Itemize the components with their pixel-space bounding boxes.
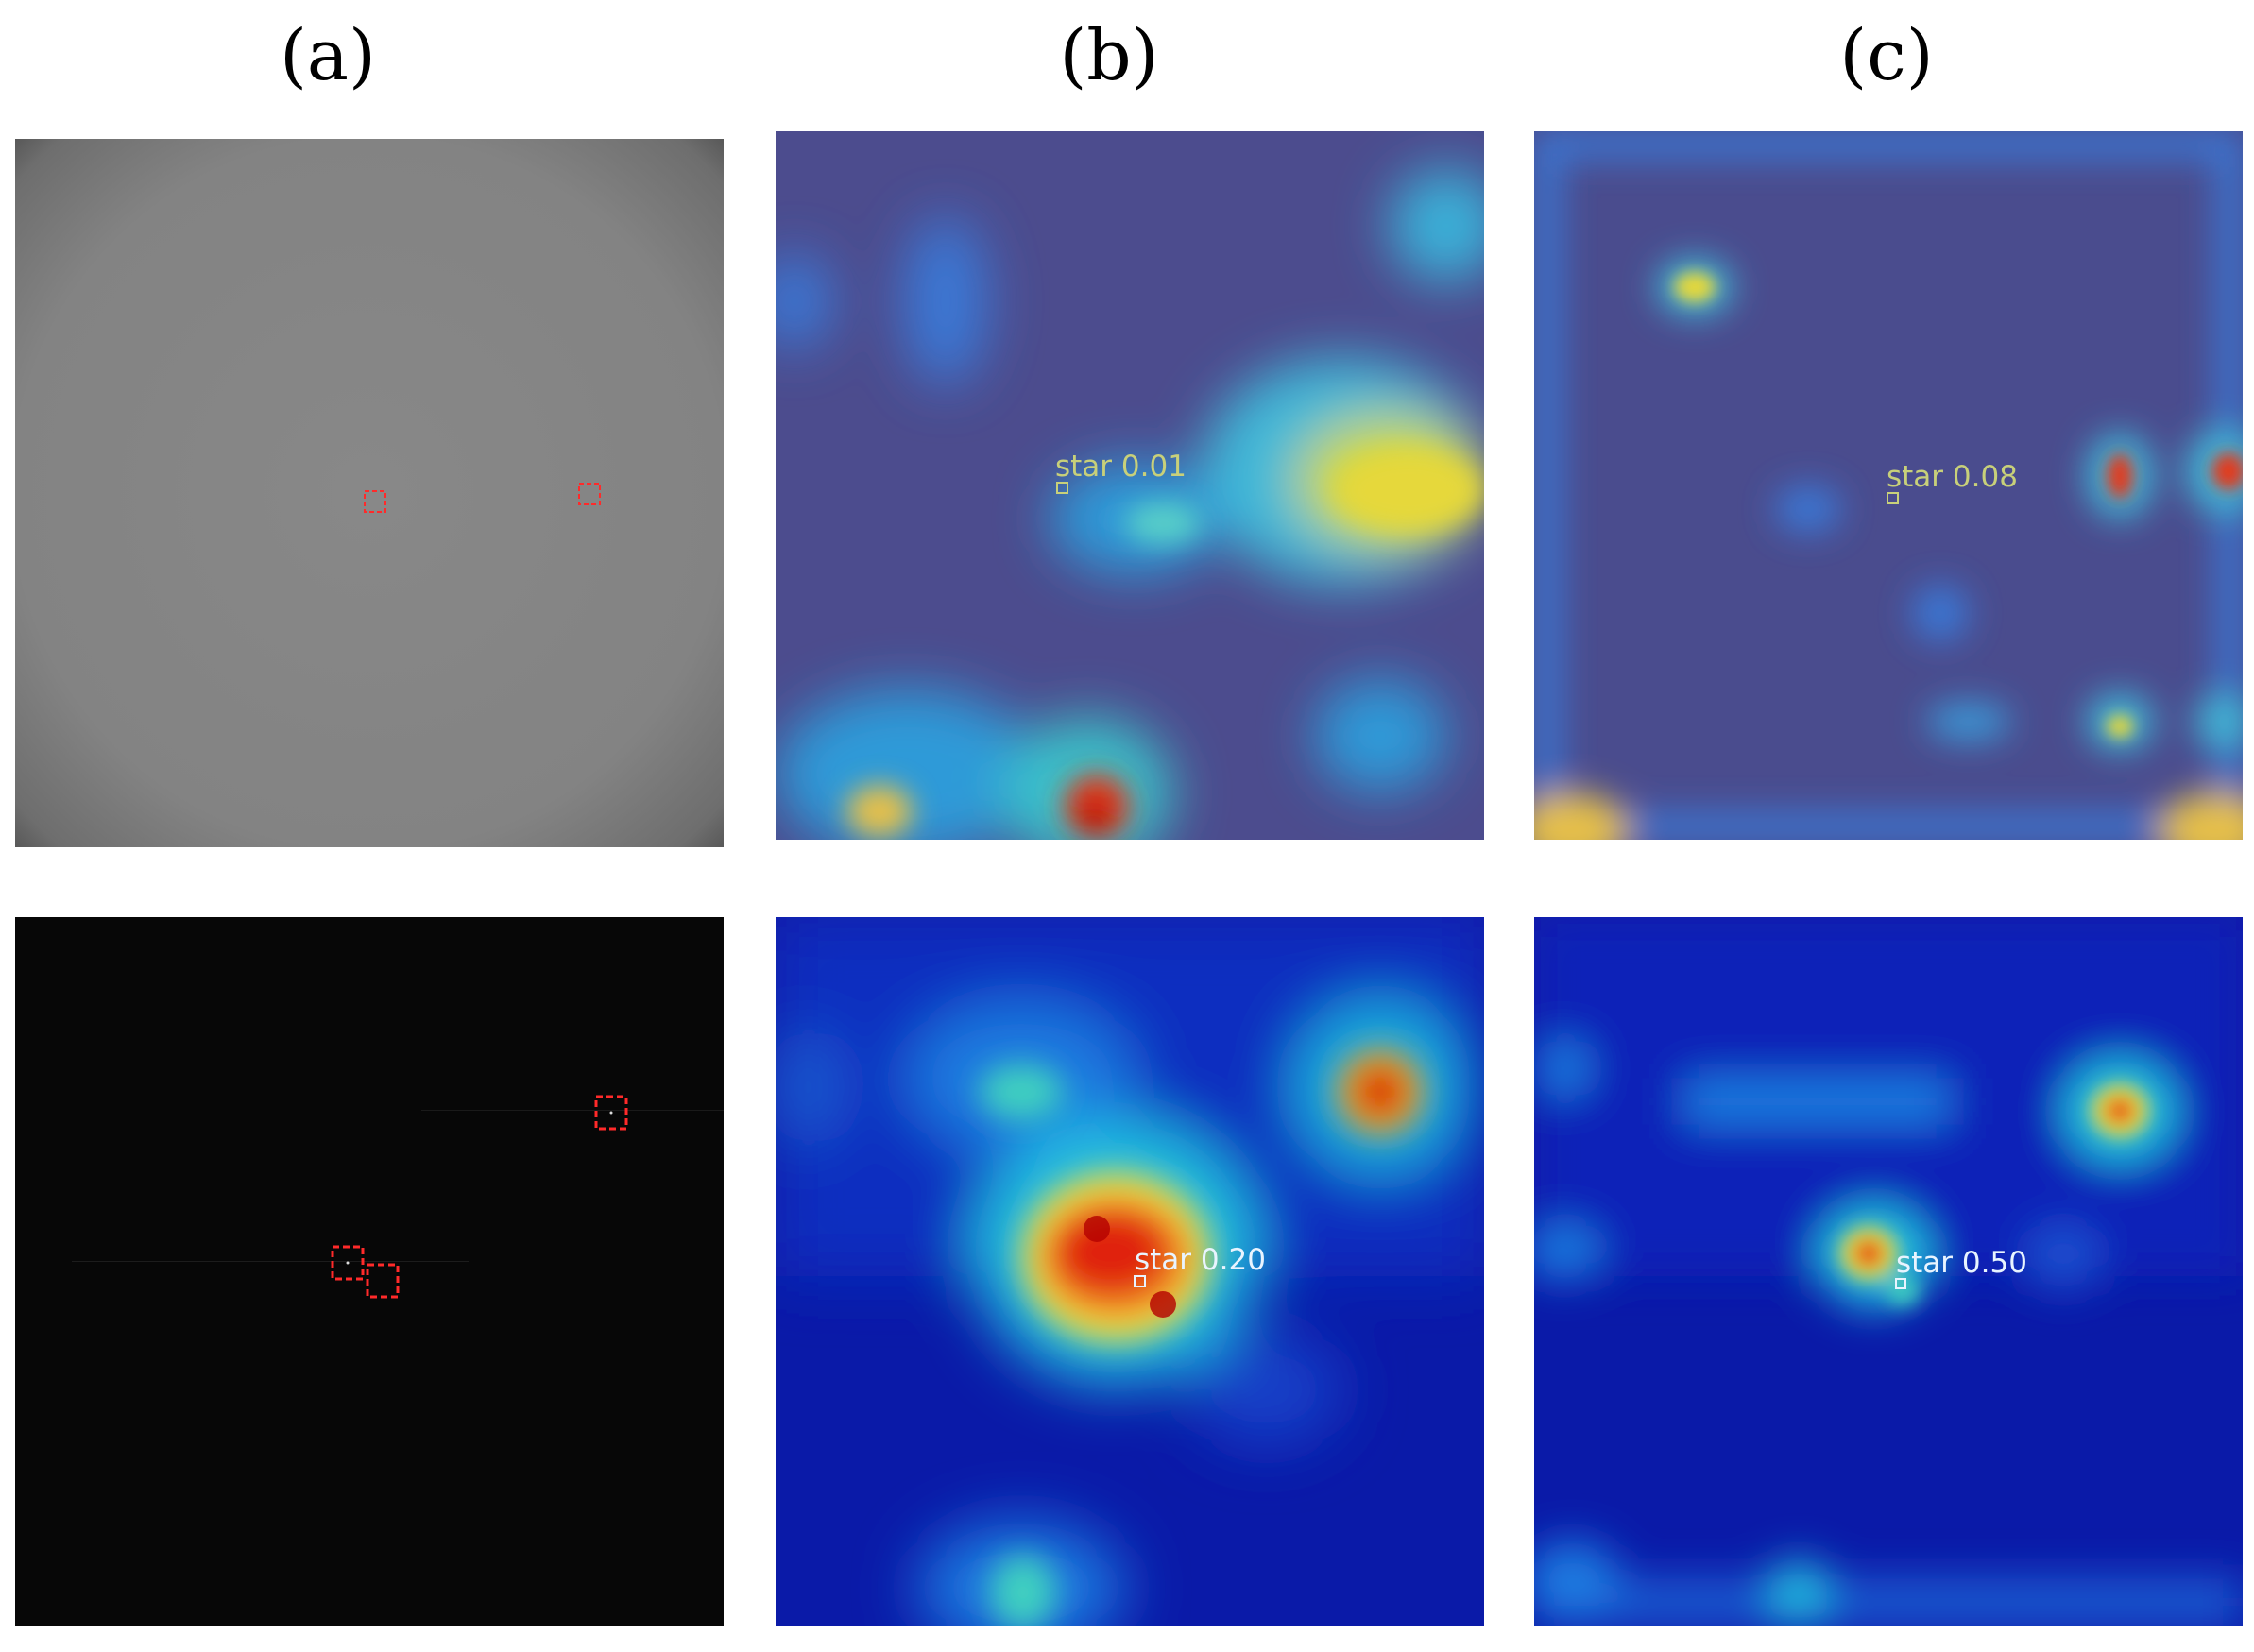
column-label-b: (b)	[1059, 15, 1159, 96]
column-label-c: (c)	[1839, 15, 1934, 96]
detection-box	[1887, 492, 1899, 504]
candidate-box	[364, 490, 386, 513]
detection-label: star 0.08	[1887, 460, 2018, 494]
candidate-box	[578, 483, 601, 505]
panel-b-bottom-heatmap: star 0.20 .det { }	[776, 917, 1484, 1626]
panel-c-top-heatmap: star 0.08	[1534, 131, 2243, 840]
panel-b-top-heatmap: star 0.01	[776, 131, 1484, 840]
detection-box	[1134, 1275, 1146, 1287]
detection-label: star 0.20	[1135, 1243, 1266, 1277]
candidate-box	[366, 1263, 400, 1299]
candidate-box	[331, 1245, 365, 1281]
panel-a-bottom-raw-image	[15, 917, 724, 1626]
candidate-box	[594, 1095, 628, 1131]
panel-c-bottom-heatmap: star 0.50	[1534, 917, 2243, 1626]
detection-box	[1895, 1278, 1906, 1289]
panel-a-top-raw-image	[15, 139, 724, 847]
detection-label: star 0.01	[1055, 450, 1187, 484]
detection-box	[1056, 482, 1068, 494]
detection-label: star 0.50	[1896, 1246, 2027, 1280]
column-label-a: (a)	[280, 15, 376, 96]
